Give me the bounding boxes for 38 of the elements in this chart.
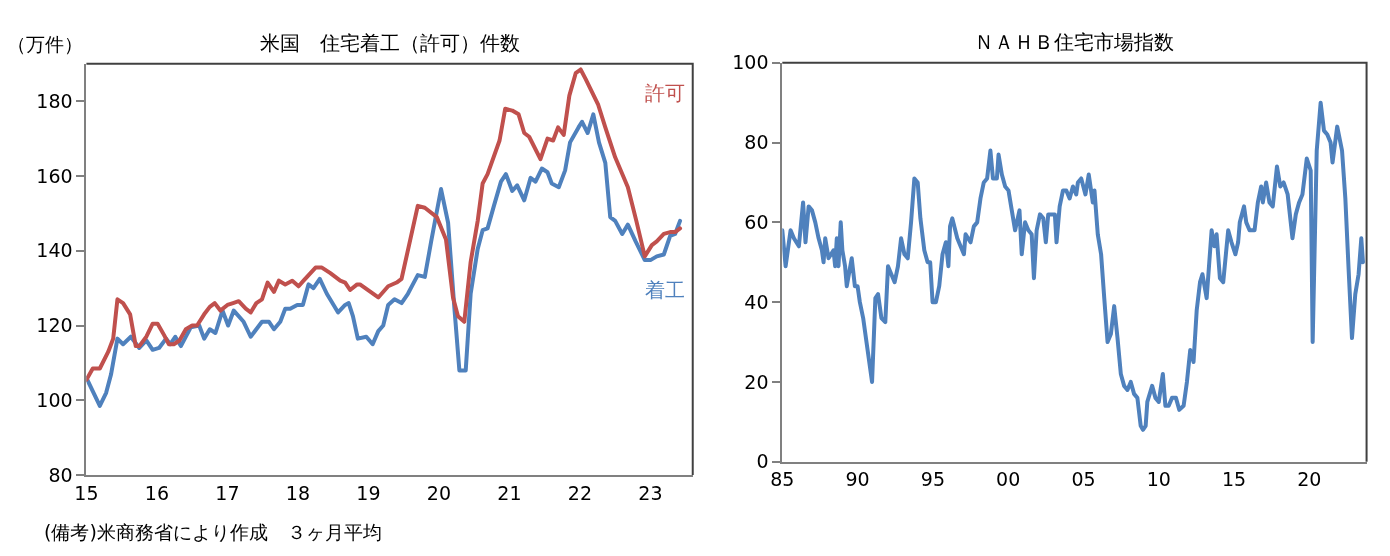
- y-tick-label: 0: [756, 450, 769, 473]
- y-tick-label: 100: [732, 51, 769, 74]
- x-tick-label: 85: [770, 468, 795, 491]
- text: (備考)米商務省により作成 ３ヶ月平均: [44, 521, 382, 543]
- x-tick-label: 19: [356, 481, 381, 504]
- x-tick-label: 20: [426, 481, 452, 504]
- x-tick-label: 16: [144, 481, 170, 504]
- x-tick-label: 23: [638, 481, 663, 504]
- x-tick-label: 15: [1221, 468, 1247, 491]
- x-tick-label: 05: [1071, 468, 1096, 491]
- y-tick-label: 160: [36, 164, 73, 187]
- y-tick-label: 80: [48, 463, 73, 486]
- line-series: [86, 112, 683, 408]
- x-tick-label: 20: [1297, 468, 1322, 491]
- x-tick-label: 00: [996, 468, 1021, 491]
- x-tick-label: 10: [1146, 468, 1171, 491]
- x-tick-label: 22: [567, 481, 593, 504]
- x-tick-label: 21: [497, 481, 522, 504]
- y-tick-label: 80: [744, 131, 769, 154]
- series-label: 着工: [645, 278, 685, 302]
- y-tick-label: 180: [36, 89, 73, 112]
- y-tick-label: 140: [36, 239, 73, 262]
- x-tick-label: 90: [845, 468, 870, 491]
- x-tick-label: 15: [74, 481, 99, 504]
- text: 許可: [645, 81, 685, 105]
- chart-title: ＮＡＨＢ住宅市場指数: [974, 30, 1174, 54]
- y-axis-title: （万件）: [7, 33, 83, 55]
- line-series: [782, 100, 1365, 432]
- x-tick-label: 17: [215, 481, 240, 504]
- line-series: [86, 67, 683, 382]
- y-tick-label: 120: [36, 314, 73, 337]
- y-tick-label: 20: [744, 370, 769, 393]
- x-tick-label: 95: [920, 468, 945, 491]
- x-tick-label: 18: [285, 481, 311, 504]
- chart-title: 米国 住宅着工（許可）件数: [260, 31, 520, 55]
- y-tick-label: 40: [744, 290, 769, 313]
- y-tick-label: 100: [36, 388, 73, 411]
- y-tick-label: 60: [744, 211, 769, 234]
